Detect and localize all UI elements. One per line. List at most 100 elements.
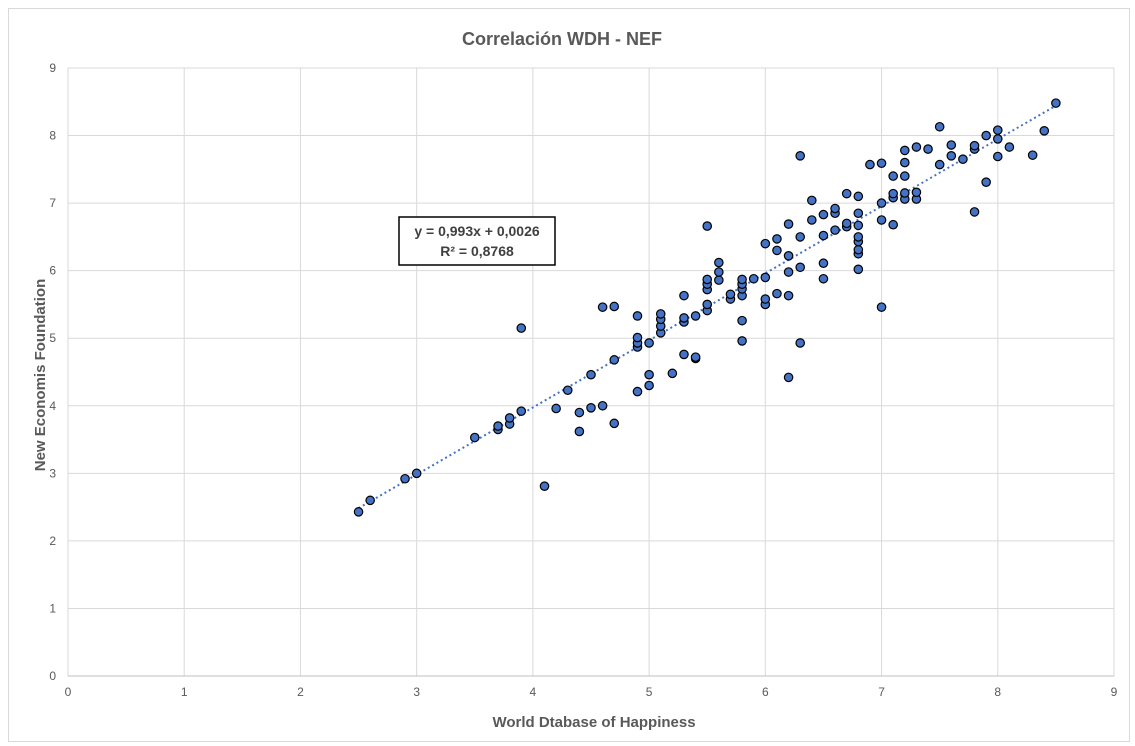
data-point: [690, 352, 701, 362]
data-point: [888, 171, 898, 181]
data-point: [807, 215, 817, 225]
data-point: [946, 140, 957, 150]
data-point: [702, 221, 713, 231]
data-point: [760, 238, 771, 249]
data-point: [644, 338, 654, 348]
data-point: [690, 311, 701, 321]
data-point: [830, 203, 840, 214]
data-point: [469, 432, 480, 443]
data-point: [876, 198, 887, 208]
data-point: [783, 267, 794, 277]
data-point: [818, 209, 829, 220]
data-point: [876, 302, 887, 312]
trendline: [358, 104, 1057, 509]
x-axis-title: World Dtabase of Happiness: [492, 714, 695, 731]
y-tick-label: 3: [49, 466, 56, 480]
data-point: [714, 267, 724, 277]
data-point: [899, 157, 910, 168]
data-point: [981, 177, 991, 187]
data-point: [655, 309, 666, 319]
data-point: [853, 232, 864, 242]
data-point: [865, 159, 875, 170]
data-point: [853, 264, 864, 275]
data-point: [737, 336, 747, 346]
x-tick-label: 7: [878, 685, 885, 699]
x-tick-label: 2: [297, 685, 304, 699]
data-point: [830, 225, 840, 235]
y-axis-title: New Economis Foundation: [32, 279, 49, 472]
data-point: [539, 481, 550, 491]
data-point: [760, 272, 771, 283]
data-point: [632, 311, 643, 321]
data-point: [1027, 150, 1038, 160]
data-point: [969, 207, 980, 217]
data-point: [516, 406, 527, 416]
y-tick-label: 1: [49, 601, 56, 615]
x-tick-label: 8: [994, 685, 1001, 699]
data-point: [702, 299, 713, 310]
data-point: [609, 418, 620, 429]
x-tick-label: 0: [65, 685, 72, 699]
data-point: [644, 369, 654, 380]
data-point: [772, 245, 782, 256]
data-point: [516, 323, 527, 333]
data-point: [818, 258, 829, 269]
data-point: [632, 332, 643, 343]
data-point: [783, 251, 794, 261]
y-tick-label: 6: [49, 264, 56, 278]
data-point: [748, 273, 759, 284]
data-point: [899, 171, 910, 181]
data-point: [795, 232, 805, 242]
data-point: [1051, 98, 1061, 108]
data-point: [772, 288, 782, 299]
x-tick-label: 9: [1111, 685, 1118, 699]
data-point: [853, 208, 864, 219]
data-point: [899, 188, 910, 198]
data-point: [841, 188, 852, 199]
data-point: [899, 145, 910, 156]
y-tick-label: 9: [49, 61, 56, 75]
data-point: [667, 368, 678, 379]
data-point: [1039, 126, 1050, 136]
data-point: [737, 315, 747, 326]
data-point: [632, 386, 643, 397]
data-point: [992, 151, 1003, 162]
trendline-path: [358, 104, 1057, 509]
data-point: [679, 349, 689, 360]
x-tick-label: 5: [646, 685, 653, 699]
data-point: [923, 144, 933, 154]
data-point: [911, 187, 922, 198]
y-tick-label: 7: [49, 196, 56, 210]
data-point: [992, 134, 1003, 144]
data-point: [574, 426, 585, 437]
data-point: [562, 385, 573, 396]
data-point: [807, 195, 817, 206]
y-tick-label: 8: [49, 129, 56, 143]
data-point: [551, 403, 561, 414]
data-point: [783, 290, 794, 301]
y-tick-label: 2: [49, 534, 56, 548]
data-point: [888, 188, 898, 199]
y-tick-label: 4: [49, 399, 56, 413]
data-point: [853, 220, 864, 231]
data-point: [365, 495, 375, 506]
data-point: [400, 473, 410, 484]
x-tick-label: 3: [413, 685, 420, 699]
data-point: [702, 274, 713, 285]
data-point: [586, 369, 596, 380]
data-point: [586, 403, 596, 413]
data-point: [714, 257, 724, 268]
tick-labels: 0 1 2 3 4 5 6 7 8 9 0 1 2 3 4 5 6 7 8 9: [49, 61, 1117, 699]
scatter-chart: 0 1 2 3 4 5 6 7 8 9 0 1 2 3 4 5 6 7 8 9 Correlación WDH - N…: [32, 29, 1118, 731]
y-tick-label: 0: [49, 669, 56, 683]
data-point: [783, 219, 794, 229]
x-tick-label: 6: [762, 685, 769, 699]
chart-area: 0 1 2 3 4 5 6 7 8 9 0 1 2 3 4 5 6 7 8 9 Correlación WDH - N…: [8, 8, 1130, 742]
data-point: [795, 338, 805, 348]
data-point: [411, 468, 422, 479]
data-point: [679, 313, 689, 323]
data-point: [981, 130, 991, 141]
data-points: [353, 98, 1061, 517]
data-point: [1004, 142, 1015, 152]
data-point: [597, 400, 608, 411]
